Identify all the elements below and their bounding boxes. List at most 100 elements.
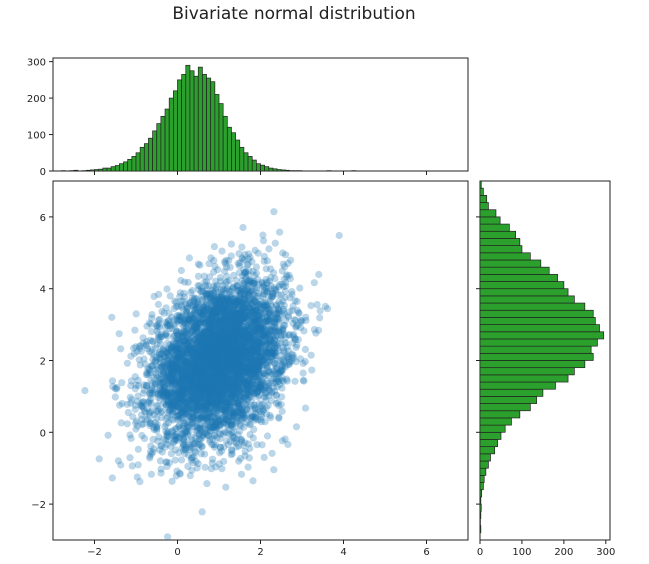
scatter-point bbox=[163, 373, 171, 381]
scatter-point bbox=[208, 385, 216, 393]
scatter-point bbox=[262, 284, 270, 293]
scatter-point bbox=[189, 387, 197, 395]
scatter-point bbox=[158, 379, 166, 388]
scatter-point bbox=[193, 405, 201, 413]
scatter-point bbox=[177, 349, 185, 358]
scatter-point bbox=[275, 316, 283, 324]
scatter-point bbox=[126, 393, 134, 401]
scatter-point bbox=[206, 365, 214, 373]
scatter-point bbox=[147, 400, 155, 408]
scatter-frame bbox=[52, 180, 469, 541]
scatter-point bbox=[137, 342, 145, 350]
scatter-point bbox=[146, 421, 154, 430]
scatter-point bbox=[265, 245, 273, 253]
scatter-point bbox=[235, 375, 243, 383]
scatter-point bbox=[205, 375, 214, 383]
scatter-point bbox=[226, 301, 234, 309]
scatter-point bbox=[217, 365, 225, 373]
scatter-point bbox=[200, 319, 208, 327]
scatter-point bbox=[236, 348, 244, 356]
scatter-point bbox=[222, 358, 230, 366]
scatter-point bbox=[185, 396, 193, 404]
scatter-point bbox=[135, 342, 143, 350]
scatter-point bbox=[214, 369, 222, 377]
scatter-point bbox=[170, 362, 178, 370]
scatter-point bbox=[180, 385, 188, 393]
scatter-point bbox=[288, 350, 296, 358]
scatter-point bbox=[217, 364, 225, 372]
scatter-point bbox=[210, 330, 218, 338]
scatter-point bbox=[221, 365, 229, 373]
scatter-point bbox=[204, 336, 212, 345]
scatter-point bbox=[211, 421, 219, 429]
scatter-point bbox=[254, 325, 262, 333]
scatter-point bbox=[191, 377, 200, 385]
scatter-point bbox=[229, 351, 237, 359]
scatter-point bbox=[181, 429, 189, 437]
scatter-point bbox=[205, 371, 213, 379]
scatter-point bbox=[300, 327, 308, 335]
scatter-point bbox=[209, 296, 217, 304]
scatter-point bbox=[207, 385, 215, 393]
scatter-point bbox=[182, 356, 190, 365]
scatter-point bbox=[243, 388, 252, 396]
scatter-point bbox=[219, 389, 228, 398]
scatter-point bbox=[259, 369, 267, 377]
scatter-point bbox=[249, 347, 257, 356]
scatter-point bbox=[189, 312, 197, 320]
scatter-point bbox=[220, 346, 228, 354]
scatter-point bbox=[167, 379, 175, 387]
scatter-point bbox=[207, 399, 215, 407]
scatter-point bbox=[177, 390, 185, 398]
scatter-point bbox=[249, 279, 257, 288]
scatter-point bbox=[219, 306, 227, 314]
scatter-point bbox=[225, 344, 233, 353]
scatter-point bbox=[185, 412, 193, 421]
scatter-point bbox=[252, 326, 260, 334]
scatter-point bbox=[182, 360, 190, 368]
scatter-point bbox=[243, 355, 251, 363]
scatter-point bbox=[194, 395, 202, 403]
scatter-point bbox=[146, 419, 154, 427]
scatter-point bbox=[202, 290, 210, 298]
scatter-point bbox=[164, 376, 172, 385]
scatter-point bbox=[277, 339, 285, 347]
scatter-point bbox=[232, 393, 240, 401]
scatter-point bbox=[258, 325, 266, 333]
scatter-point bbox=[255, 289, 263, 297]
scatter-point bbox=[236, 392, 244, 400]
scatter-point bbox=[239, 380, 247, 388]
scatter-point bbox=[227, 345, 235, 353]
scatter-point bbox=[177, 276, 185, 285]
scatter-point bbox=[233, 322, 241, 330]
scatter-point bbox=[242, 352, 250, 360]
scatter-point bbox=[247, 383, 255, 391]
scatter-point bbox=[239, 341, 247, 350]
scatter-point bbox=[197, 414, 205, 422]
scatter-point bbox=[151, 380, 159, 388]
scatter-point bbox=[184, 344, 192, 352]
scatter-point bbox=[176, 385, 184, 394]
scatter-point bbox=[251, 310, 259, 318]
scatter-point bbox=[192, 376, 201, 384]
scatter-point bbox=[236, 367, 244, 375]
scatter-point bbox=[246, 346, 254, 354]
scatter-point bbox=[163, 349, 171, 357]
scatter-point bbox=[209, 389, 218, 397]
scatter-point bbox=[234, 384, 242, 392]
scatter-point bbox=[195, 378, 203, 386]
scatter-point bbox=[177, 385, 185, 393]
scatter-point bbox=[211, 386, 219, 394]
scatter-point bbox=[216, 274, 224, 282]
scatter-point bbox=[220, 311, 228, 319]
scatter-point bbox=[210, 377, 218, 385]
scatter-point bbox=[235, 297, 243, 306]
scatter-point bbox=[229, 283, 237, 291]
scatter-point bbox=[189, 377, 197, 385]
scatter-point bbox=[275, 308, 283, 316]
scatter-point bbox=[281, 435, 289, 443]
scatter-point bbox=[293, 297, 301, 305]
scatter-point bbox=[269, 290, 277, 298]
scatter-point bbox=[191, 361, 199, 369]
scatter-point bbox=[178, 444, 186, 452]
